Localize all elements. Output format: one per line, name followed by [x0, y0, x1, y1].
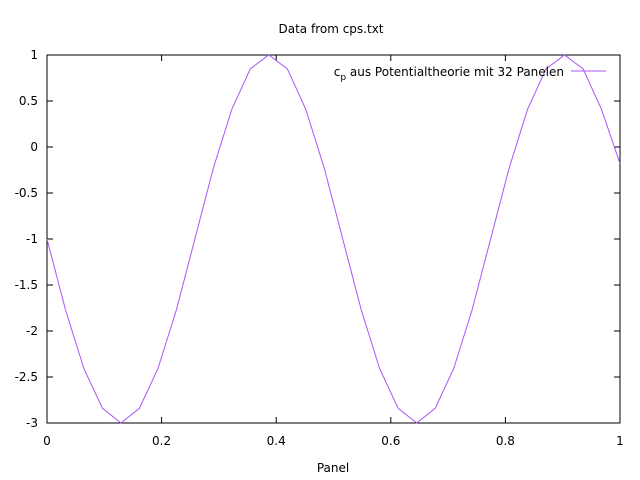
- legend-label-rest: aus Potentialtheorie mit 32 Panelen: [346, 65, 564, 79]
- series-line: [46, 54, 621, 424]
- x-axis: 0 0.2 0.4 0.6 0.8 1: [43, 55, 624, 448]
- x-tick-label: 0.4: [267, 434, 286, 448]
- y-tick-label: -2.5: [15, 370, 38, 384]
- y-axis: 1 0.5 0 -0.5 -1 -1.5 -2 -2.5 -3: [15, 48, 620, 430]
- legend-label-sub: p: [340, 73, 346, 83]
- legend-label-main: c: [334, 65, 341, 79]
- y-tick-label: -1.5: [15, 278, 38, 292]
- y-tick-label: -2: [26, 324, 38, 338]
- x-tick-label: 0.8: [496, 434, 515, 448]
- y-tick-label: -3: [26, 416, 38, 430]
- legend: cp aus Potentialtheorie mit 32 Panelen: [334, 65, 606, 83]
- y-tick-label: 1: [30, 48, 38, 62]
- x-axis-label: Panel: [317, 461, 349, 475]
- y-tick-label: -1: [26, 232, 38, 246]
- y-tick-label: 0: [30, 140, 38, 154]
- y-tick-label: 0.5: [19, 94, 38, 108]
- x-tick-label: 1: [616, 434, 624, 448]
- x-tick-label: 0.6: [381, 434, 400, 448]
- x-tick-label: 0: [43, 434, 51, 448]
- legend-label: cp aus Potentialtheorie mit 32 Panelen: [334, 65, 564, 83]
- chart-title: Data from cps.txt: [279, 22, 384, 36]
- y-tick-label: -0.5: [15, 186, 38, 200]
- plot-frame: [46, 54, 621, 424]
- series-layer: [46, 54, 621, 424]
- x-tick-label: 0.2: [152, 434, 171, 448]
